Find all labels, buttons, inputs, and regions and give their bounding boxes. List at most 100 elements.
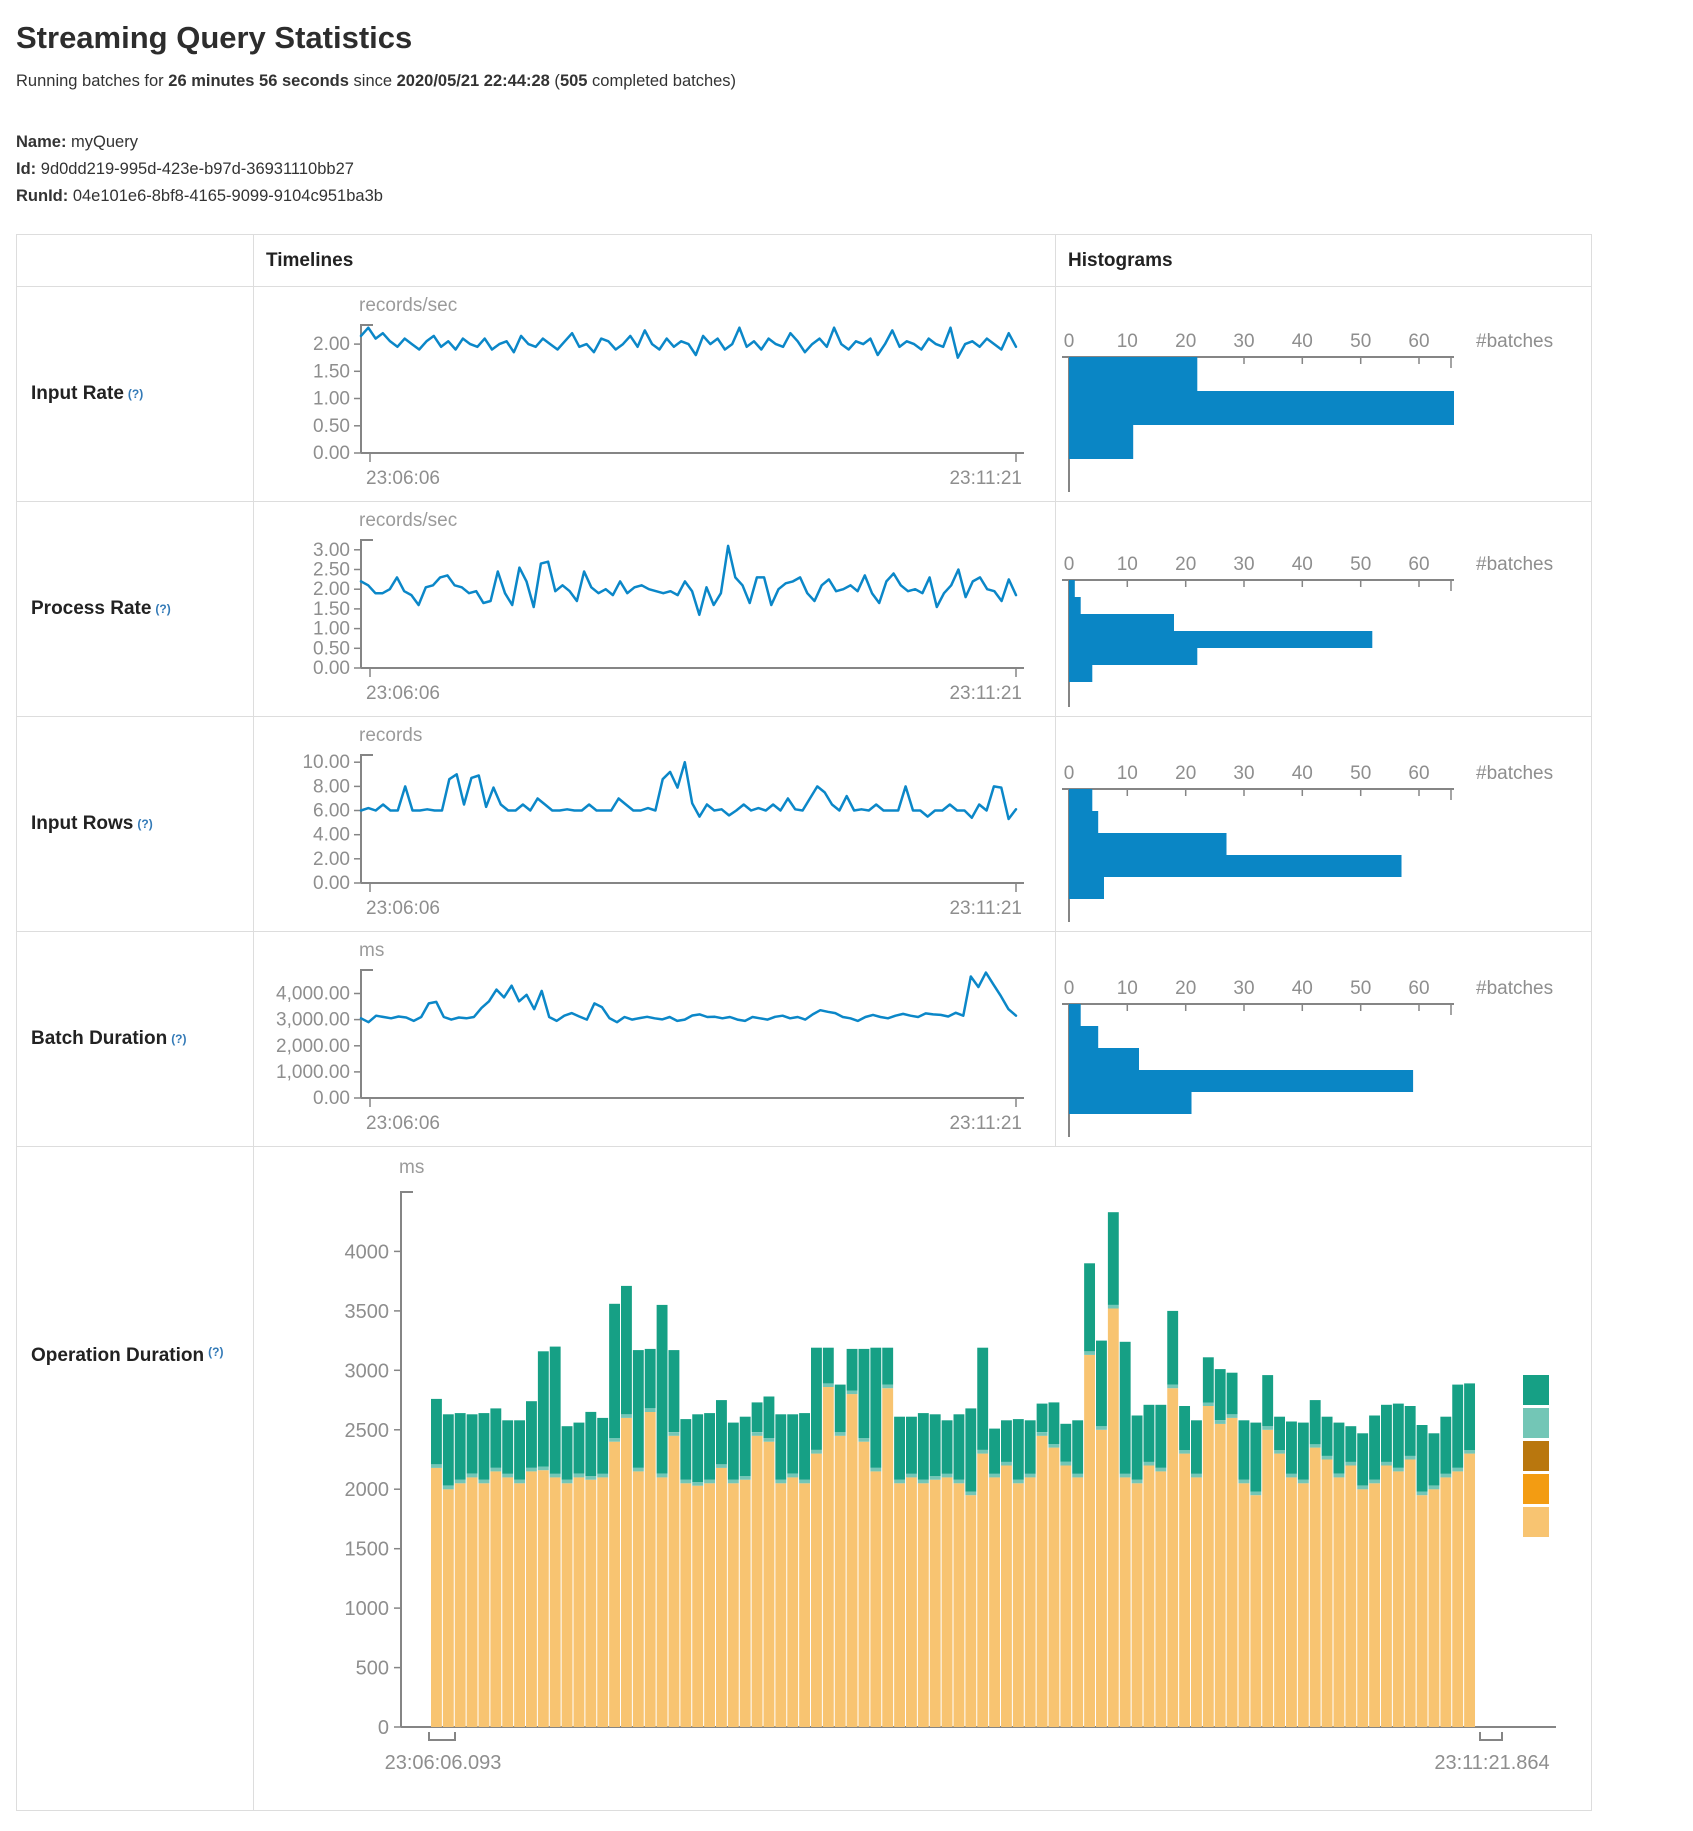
query-runid-line: RunId: 04e101e6-8bf8-4165-9099-9104c951b… bbox=[16, 183, 1677, 210]
svg-text:0.00: 0.00 bbox=[313, 873, 350, 894]
svg-text:3500: 3500 bbox=[345, 1301, 390, 1323]
svg-text:10: 10 bbox=[1117, 763, 1138, 784]
batch-duration-help-icon[interactable]: (?) bbox=[171, 1032, 187, 1046]
svg-text:23:11:21: 23:11:21 bbox=[949, 683, 1022, 704]
query-id-label: Id: bbox=[16, 160, 37, 178]
svg-text:2500: 2500 bbox=[345, 1420, 390, 1442]
query-runid-label: RunId: bbox=[16, 187, 69, 205]
query-name-value: myQuery bbox=[71, 133, 138, 151]
query-id-line: Id: 9d0dd219-995d-423e-b97d-36931110bb27 bbox=[16, 156, 1677, 183]
svg-text:10: 10 bbox=[1117, 978, 1138, 999]
svg-text:2,000.00: 2,000.00 bbox=[276, 1036, 350, 1057]
svg-text:records/sec: records/sec bbox=[359, 510, 457, 531]
svg-text:23:06:06.093: 23:06:06.093 bbox=[385, 1752, 502, 1774]
legend-swatch bbox=[1523, 1441, 1549, 1471]
svg-text:2.00: 2.00 bbox=[313, 334, 350, 355]
query-info: Name: myQuery Id: 9d0dd219-995d-423e-b97… bbox=[16, 129, 1677, 210]
batch-duration-label: Batch Duration bbox=[31, 1028, 168, 1049]
input-rate-help-icon[interactable]: (?) bbox=[127, 387, 144, 401]
summary-start-time: 2020/05/21 22:44:28 bbox=[396, 72, 550, 90]
svg-text:1.50: 1.50 bbox=[313, 599, 350, 620]
svg-text:10: 10 bbox=[1117, 331, 1138, 352]
svg-text:50: 50 bbox=[1350, 978, 1371, 999]
legend-swatch bbox=[1523, 1507, 1549, 1537]
batch-duration-timeline-chart: ms 0.00 1,000.00 2,000.00 3,000.00 4,000.00 23… bbox=[254, 932, 1056, 1147]
svg-text:0: 0 bbox=[1064, 331, 1075, 352]
summary-prefix: Running batches for bbox=[16, 72, 169, 90]
process-rate-help-icon[interactable]: (?) bbox=[155, 602, 171, 616]
svg-text:2.50: 2.50 bbox=[313, 560, 350, 581]
svg-text:0.00: 0.00 bbox=[313, 658, 350, 679]
row-label-operation-duration: Operation Duration (?) bbox=[17, 1147, 254, 1810]
timelines-header: Timelines bbox=[254, 235, 1056, 287]
svg-text:40: 40 bbox=[1292, 331, 1313, 352]
svg-text:1,000.00: 1,000.00 bbox=[276, 1062, 350, 1083]
svg-text:50: 50 bbox=[1350, 763, 1371, 784]
operation-duration-label: Operation Duration bbox=[31, 1345, 205, 1366]
svg-text:#batches: #batches bbox=[1476, 763, 1553, 784]
svg-text:1.50: 1.50 bbox=[313, 361, 350, 382]
svg-text:ms: ms bbox=[359, 940, 384, 961]
svg-text:30: 30 bbox=[1233, 554, 1254, 575]
query-name-label: Name: bbox=[16, 133, 67, 151]
svg-text:4.00: 4.00 bbox=[313, 825, 350, 846]
svg-text:6.00: 6.00 bbox=[313, 801, 350, 822]
stats-table: Timelines Histograms Input Rate (?) recor… bbox=[16, 234, 1592, 1811]
svg-text:50: 50 bbox=[1350, 554, 1371, 575]
svg-text:2.00: 2.00 bbox=[313, 579, 350, 600]
svg-text:23:11:21: 23:11:21 bbox=[949, 898, 1022, 919]
svg-text:1.00: 1.00 bbox=[313, 619, 350, 640]
svg-text:8.00: 8.00 bbox=[313, 776, 350, 797]
legend-swatch bbox=[1523, 1375, 1549, 1405]
svg-text:20: 20 bbox=[1175, 763, 1196, 784]
svg-text:20: 20 bbox=[1175, 978, 1196, 999]
process-rate-histogram-chart: 0 10 20 30 40 50 60 #batches bbox=[1056, 502, 1591, 717]
running-batches-summary: Running batches for 26 minutes 56 second… bbox=[16, 72, 1677, 91]
header-empty-cell bbox=[17, 235, 254, 287]
svg-text:4000: 4000 bbox=[345, 1241, 390, 1263]
svg-text:50: 50 bbox=[1350, 331, 1371, 352]
input-rows-help-icon[interactable]: (?) bbox=[137, 817, 153, 831]
svg-text:23:06:06: 23:06:06 bbox=[366, 468, 440, 489]
operation-duration-chart-cell: ms 0 500 1000 1500 2000 2500 3000 3500 4000 23:06:… bbox=[254, 1147, 1591, 1810]
svg-text:4,000.00: 4,000.00 bbox=[276, 984, 350, 1005]
input-rows-timeline-chart: records 0.00 2.00 4.00 6.00 8.00 10.00 23:06:06… bbox=[254, 717, 1056, 932]
svg-text:23:11:21: 23:11:21 bbox=[949, 468, 1022, 489]
svg-text:0: 0 bbox=[1064, 978, 1075, 999]
svg-text:0.00: 0.00 bbox=[313, 443, 350, 464]
page-title: Streaming Query Statistics bbox=[16, 20, 413, 55]
svg-text:3.00: 3.00 bbox=[313, 540, 350, 561]
svg-text:1.00: 1.00 bbox=[313, 389, 350, 410]
svg-text:0.50: 0.50 bbox=[313, 416, 350, 437]
svg-text:23:06:06: 23:06:06 bbox=[366, 683, 440, 704]
svg-text:60: 60 bbox=[1408, 554, 1429, 575]
svg-text:ms: ms bbox=[399, 1157, 424, 1178]
svg-text:#batches: #batches bbox=[1476, 331, 1553, 352]
summary-suffix: completed batches) bbox=[587, 72, 737, 90]
svg-text:3000: 3000 bbox=[345, 1360, 390, 1382]
svg-text:60: 60 bbox=[1408, 763, 1429, 784]
input-rows-histogram-chart: 0 10 20 30 40 50 60 #batches bbox=[1056, 717, 1591, 932]
process-rate-label: Process Rate bbox=[31, 598, 152, 619]
svg-text:23:06:06: 23:06:06 bbox=[366, 898, 440, 919]
input-rows-label: Input Rows bbox=[31, 813, 134, 834]
svg-text:1000: 1000 bbox=[345, 1598, 390, 1620]
svg-text:500: 500 bbox=[356, 1658, 389, 1680]
svg-text:20: 20 bbox=[1175, 554, 1196, 575]
svg-text:#batches: #batches bbox=[1476, 554, 1553, 575]
svg-text:records/sec: records/sec bbox=[359, 295, 457, 316]
operation-duration-legend bbox=[1523, 1375, 1549, 1537]
svg-text:0.00: 0.00 bbox=[313, 1088, 350, 1109]
svg-text:60: 60 bbox=[1408, 331, 1429, 352]
svg-text:23:11:21.864: 23:11:21.864 bbox=[1434, 1752, 1549, 1774]
svg-text:30: 30 bbox=[1233, 763, 1254, 784]
histograms-header: Histograms bbox=[1056, 235, 1591, 287]
query-id-value: 9d0dd219-995d-423e-b97d-36931110bb27 bbox=[40, 160, 354, 178]
svg-text:40: 40 bbox=[1292, 763, 1313, 784]
svg-text:60: 60 bbox=[1408, 978, 1429, 999]
svg-text:30: 30 bbox=[1233, 331, 1254, 352]
operation-duration-help-icon[interactable]: (?) bbox=[208, 1345, 224, 1359]
svg-text:23:11:21: 23:11:21 bbox=[949, 1113, 1022, 1134]
summary-paren: ( bbox=[549, 72, 560, 90]
